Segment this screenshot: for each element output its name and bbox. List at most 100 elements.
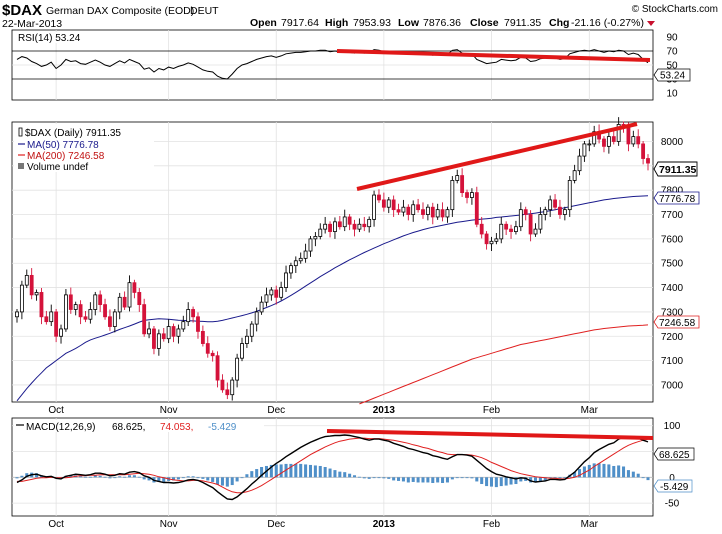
high-value: 7953.93: [353, 17, 391, 29]
candle-body: [484, 233, 489, 245]
macd-histogram-bar: [631, 471, 635, 478]
ma200-legend: MA(200) 7246.58: [27, 151, 105, 162]
macd-histogram-bar: [123, 476, 127, 478]
macd-tick-label: 0: [669, 473, 675, 484]
candle-body: [176, 328, 181, 337]
price-tick-label: 7300: [661, 307, 684, 318]
candle-body: [269, 289, 274, 296]
candle-body: [445, 209, 450, 218]
candle-body: [215, 355, 220, 381]
macd-histogram-bar: [260, 467, 264, 478]
candle-body: [514, 226, 518, 232]
macd-histogram-bar: [387, 477, 391, 479]
macd-histogram-bar: [299, 463, 303, 478]
price-tick-label: 7800: [661, 186, 684, 197]
hist-value-tag: -5.429: [653, 479, 693, 493]
candle-body: [577, 155, 582, 172]
candle-body: [421, 209, 425, 215]
candle-body: [181, 321, 186, 330]
macd-histogram-bar: [558, 477, 562, 479]
low-value: 7876.36: [423, 17, 461, 29]
price-legend-bg: [14, 124, 154, 172]
macd-histogram-bar: [25, 473, 29, 478]
candle-body: [15, 311, 19, 318]
macd-month-label: Dec: [267, 519, 285, 530]
price-tick-label: 8000: [661, 137, 684, 148]
macd-histogram-bar: [533, 477, 538, 483]
macd-histogram-bar: [88, 476, 92, 478]
candle-body: [196, 316, 200, 332]
rsi-trendline: [336, 49, 651, 62]
candle-body: [249, 323, 254, 337]
candle-body: [377, 194, 381, 201]
candle-body: [200, 330, 205, 344]
candle-body: [646, 158, 650, 164]
macd-histogram-bar: [216, 477, 220, 485]
candle-body: [205, 343, 210, 354]
candle-body: [83, 316, 88, 320]
macd-month-label: 2013: [373, 519, 396, 530]
macd-histogram-bar: [348, 473, 352, 478]
open-value: 7917.64: [281, 17, 319, 29]
macd-histogram-bar: [485, 477, 489, 487]
macd-histogram-bar: [240, 477, 244, 479]
macd-month-label: Oct: [48, 519, 64, 530]
candle-body: [465, 192, 469, 198]
macd-histogram-bar: [489, 477, 493, 487]
candle-body: [103, 304, 107, 318]
macd-histogram-bar: [20, 475, 24, 478]
macd-histogram-bar: [132, 475, 136, 478]
macd-histogram-bar: [245, 474, 249, 478]
candle-body: [132, 282, 137, 293]
candle-body: [259, 301, 264, 313]
macd-histogram-bar: [83, 476, 87, 478]
chg-value: -21.16 (-0.27%): [571, 17, 644, 29]
candle-body: [333, 221, 337, 232]
macd-histogram-bar: [313, 465, 317, 478]
candle-body: [235, 357, 240, 381]
candle-body: [362, 223, 367, 228]
ma200-last-value: 7246.58: [659, 318, 696, 329]
macd-histogram-bar: [612, 465, 616, 478]
signal-legend-value: 74.053,: [160, 422, 193, 433]
candle-body: [337, 221, 342, 228]
ma50-last-value: 7776.78: [659, 194, 696, 205]
macd-histogram-bar: [543, 477, 547, 481]
macd-last-value: 68.625: [659, 450, 690, 461]
candle-body: [543, 209, 548, 215]
macd-histogram-bar: [162, 477, 166, 482]
macd-histogram-bar: [333, 470, 337, 478]
macd-histogram-bar: [529, 477, 533, 483]
macd-histogram-bar: [352, 475, 357, 478]
macd-histogram-bar: [514, 477, 518, 485]
candle-body: [455, 175, 460, 181]
candle-body: [240, 343, 244, 359]
candle-body: [460, 175, 465, 194]
candle-body: [78, 304, 83, 318]
rsi-tick-label: 10: [666, 89, 678, 100]
candle-body: [63, 294, 68, 330]
candle-body: [533, 228, 538, 235]
macd-histogram-bar: [392, 477, 396, 481]
candle-body: [147, 328, 151, 335]
close-value-tag: 7911.35: [653, 161, 698, 177]
macd-histogram-bar: [186, 476, 190, 478]
macd-histogram-bar: [362, 477, 366, 479]
candle-body: [308, 238, 313, 252]
macd-histogram-bar: [455, 477, 459, 479]
hist-legend-value: -5.429: [208, 422, 237, 433]
candle-body: [587, 143, 592, 146]
macd-histogram-bar: [79, 476, 83, 478]
macd-histogram-bar: [426, 477, 430, 483]
price-month-label: Feb: [483, 405, 501, 416]
candle-body: [264, 294, 269, 303]
candle-body: [518, 209, 523, 228]
macd-legend-prefix: MACD(12,26,9): [26, 422, 95, 433]
candle-body: [523, 209, 528, 215]
macd-histogram-bar: [646, 477, 650, 481]
macd-histogram-bar: [563, 477, 567, 479]
down-arrow-icon: [647, 21, 655, 26]
macd-histogram-bar: [372, 477, 376, 479]
macd-histogram-bar: [421, 477, 425, 483]
candle-body: [254, 311, 259, 325]
